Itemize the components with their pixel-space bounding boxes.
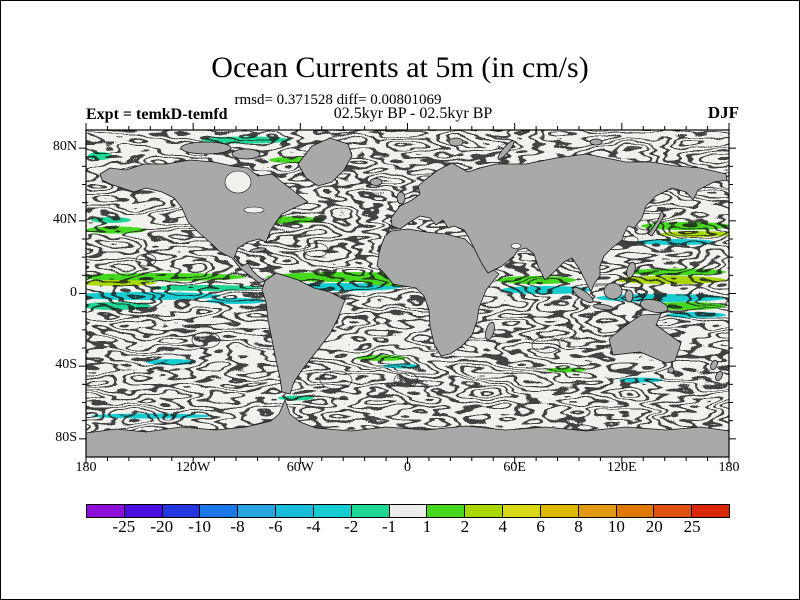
lat-tick-label: 80S: [55, 429, 77, 445]
new-zealand-north: [710, 359, 718, 371]
south-america: [261, 272, 346, 395]
lon-tick-label: 120E: [607, 460, 637, 475]
colorbar-segment: [464, 505, 503, 517]
season-label: DJF: [707, 103, 739, 122]
great-lakes: [243, 206, 265, 214]
colorbar-boundary-label: 8: [574, 517, 583, 536]
colorbar-segment: [502, 505, 540, 517]
colorbar-boundary-label: -8: [230, 517, 245, 536]
britain: [396, 191, 406, 205]
world-map: [79, 123, 736, 464]
baffin-island: [231, 148, 261, 160]
new-zealand-south: [715, 370, 723, 382]
north-america: [99, 159, 309, 284]
world-map-panel: [76, 120, 739, 467]
lon-tick-label: 180: [75, 460, 97, 475]
antarctica: [86, 399, 729, 457]
persian-gulf: [510, 243, 522, 249]
africa: [376, 228, 500, 357]
lon-tick-label: 60W: [286, 460, 314, 475]
svalbard: [448, 137, 464, 147]
lat-tick-label: 40N: [52, 211, 77, 227]
java: [592, 303, 614, 311]
colorbar-boundary-label: -10: [188, 517, 211, 536]
colorbar-boundary-label: 4: [498, 517, 507, 536]
experiment-label: Expt = temkD-temfd: [86, 106, 228, 123]
colorbar-segment: [237, 505, 276, 517]
sulawesi: [624, 289, 634, 303]
stats-annotation: rmsd= 0.371528 diff= 0.00801069: [234, 92, 442, 108]
continents-landmass: [86, 137, 729, 457]
lat-tick-label: 80N: [52, 139, 77, 155]
page-title: Ocean Currents at 5m (in cm/s): [211, 51, 589, 84]
colorbar-boundary-label: -20: [150, 517, 174, 536]
lat-tick-label: 40S: [55, 357, 77, 373]
australia: [608, 313, 682, 364]
colorbar-segment: [350, 505, 389, 517]
lon-tick-label: 180: [718, 460, 740, 475]
lon-tick-label: 120W: [176, 460, 211, 475]
colorbar-segment: [691, 505, 730, 517]
colorbar-segment: [199, 505, 238, 517]
new-guinea: [639, 299, 669, 313]
colorbar-segment: [312, 505, 351, 517]
madagascar: [485, 321, 495, 341]
lon-tick-label: 0: [404, 460, 411, 475]
colorbar-boundary-label: 25: [683, 517, 701, 536]
colorbar-boundary-label: 2: [460, 517, 470, 536]
japan: [647, 209, 665, 237]
lon-tick-label: 60E: [503, 460, 526, 475]
map-frame: [85, 129, 730, 458]
borneo: [603, 282, 623, 300]
colorbar-labels: -25 -20 -10 -8 -6 -4 -2 -1 1 2 4 6 8 10 20 25: [86, 517, 730, 537]
colorbar-boundary-label: -2: [344, 517, 359, 536]
iceland: [369, 178, 383, 186]
colorbar-boundary-label: -6: [268, 517, 283, 536]
colorbar-segment: [161, 505, 200, 517]
colorbar-segment: [577, 505, 616, 517]
colorbar-segment: [653, 505, 692, 517]
colorbar: [86, 504, 730, 518]
colorbar-segment: [388, 505, 427, 517]
colorbar-segment: [275, 505, 313, 517]
greenland: [297, 137, 353, 187]
philippines: [626, 261, 636, 279]
colorbar-segment: [123, 505, 162, 517]
eurasia: [390, 153, 728, 293]
cuba: [249, 247, 267, 253]
colorbar-boundary-label: -25: [112, 517, 136, 536]
sumatra: [572, 286, 594, 304]
colorbar-segment: [539, 505, 578, 517]
colorbar-boundary-label: 6: [536, 517, 545, 536]
canadian-arctic-islands: [180, 141, 232, 155]
colorbar-boundary-label: -1: [381, 517, 397, 536]
colorbar-boundary-label: -4: [306, 517, 321, 536]
colorbar-segment: [615, 505, 654, 517]
novaya-zemlya: [497, 140, 515, 160]
comparison-annotation: 02.5kyr BP - 02.5kyr BP: [333, 105, 493, 122]
tasmania: [667, 366, 675, 374]
lat-tick-label: 0: [70, 284, 77, 300]
colorbar-boundary-label: 1: [422, 517, 432, 536]
colorbar-boundary-label: 20: [645, 517, 663, 536]
hudson-bay: [224, 170, 252, 194]
colorbar-segment: [426, 505, 465, 517]
map-axis-ticks: [79, 123, 736, 464]
colorbar-boundary-label: 10: [607, 517, 625, 536]
colorbar-segment: [87, 505, 124, 517]
severnaya-zemlya: [589, 138, 603, 146]
